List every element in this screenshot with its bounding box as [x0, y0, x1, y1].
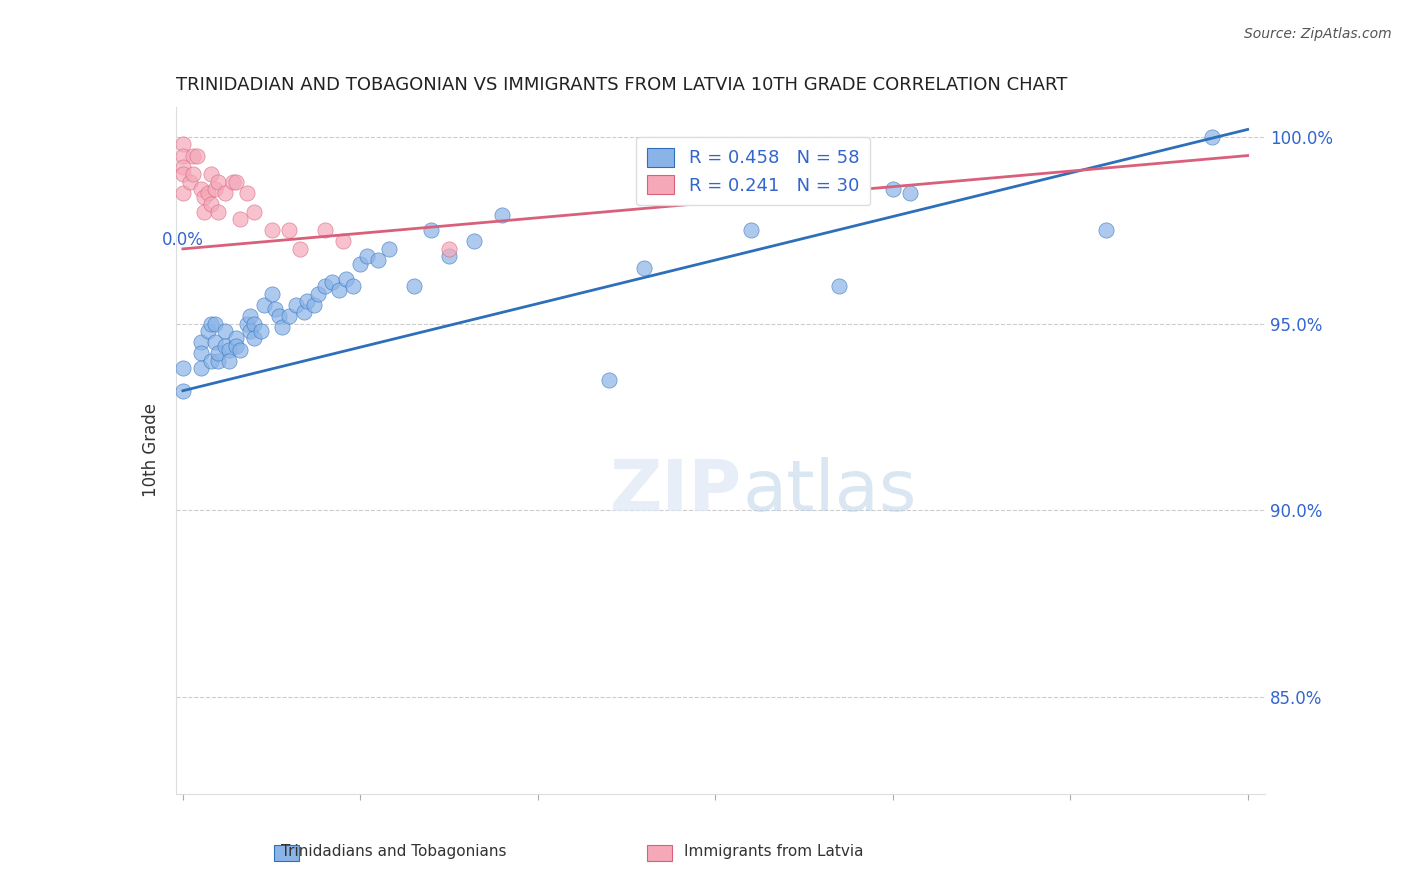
Point [740, 223, 762, 237]
Point [190, 346, 212, 360]
Point [278, 223, 301, 237]
Point [214, 339, 236, 353]
Point [207, 346, 229, 360]
Point [186, 148, 208, 162]
Point [200, 167, 222, 181]
Point [463, 235, 485, 249]
Point [328, 283, 350, 297]
Point [172, 361, 194, 376]
Point [314, 279, 336, 293]
Point [264, 301, 287, 316]
Point [491, 208, 513, 222]
Point [225, 175, 247, 189]
Point [235, 317, 257, 331]
Point [250, 324, 273, 338]
Point [218, 343, 240, 357]
Point [239, 324, 262, 338]
Point [314, 223, 336, 237]
Point [239, 309, 262, 323]
Point [214, 324, 236, 338]
Point [243, 317, 266, 331]
Point [437, 242, 460, 256]
Point [200, 354, 222, 368]
Point [253, 298, 276, 312]
Point [228, 212, 250, 227]
Point [228, 343, 250, 357]
Y-axis label: 10th Grade: 10th Grade [142, 403, 160, 498]
Point [235, 186, 257, 200]
Point [302, 298, 325, 312]
Point [367, 253, 389, 268]
Point [335, 272, 357, 286]
Point [225, 339, 247, 353]
Point [204, 182, 226, 196]
Point [190, 361, 212, 376]
Point [437, 249, 460, 263]
Point [828, 279, 851, 293]
Point [193, 189, 215, 203]
Point [207, 354, 229, 368]
Point [183, 148, 205, 162]
Point [197, 186, 219, 200]
Point [260, 286, 283, 301]
Point [225, 331, 247, 345]
Text: Trinidadians and Tobagonians: Trinidadians and Tobagonians [281, 845, 506, 859]
Text: Immigrants from Latvia: Immigrants from Latvia [683, 845, 863, 859]
Point [307, 286, 329, 301]
Point [420, 223, 443, 237]
Point [172, 160, 194, 174]
Point [221, 175, 243, 189]
Point [278, 309, 301, 323]
Point [288, 242, 311, 256]
Point [190, 182, 212, 196]
Point [271, 320, 294, 334]
Point [260, 223, 283, 237]
Point [882, 182, 904, 196]
Point [349, 257, 371, 271]
Point [172, 167, 194, 181]
Point [207, 175, 229, 189]
Point [197, 324, 219, 338]
Point [633, 260, 655, 275]
Point [900, 186, 922, 200]
Text: Source: ZipAtlas.com: Source: ZipAtlas.com [1244, 27, 1392, 41]
Point [214, 186, 236, 200]
Point [200, 317, 222, 331]
Point [292, 305, 315, 319]
Text: atlas: atlas [742, 458, 917, 526]
Point [1201, 129, 1223, 144]
Text: 0.0%: 0.0% [162, 231, 204, 250]
Point [356, 249, 378, 263]
Point [243, 204, 266, 219]
Point [218, 354, 240, 368]
Text: ZIP: ZIP [610, 458, 742, 526]
Point [207, 204, 229, 219]
Point [342, 279, 364, 293]
Point [172, 137, 194, 152]
Point [1094, 223, 1116, 237]
Point [243, 331, 266, 345]
Point [193, 204, 215, 219]
Point [204, 335, 226, 350]
Point [402, 279, 425, 293]
Point [285, 298, 308, 312]
Legend: R = 0.458   N = 58, R = 0.241   N = 30: R = 0.458 N = 58, R = 0.241 N = 30 [637, 136, 870, 205]
Point [332, 235, 354, 249]
Point [190, 335, 212, 350]
Point [377, 242, 399, 256]
Point [321, 276, 343, 290]
Point [200, 197, 222, 211]
Point [295, 294, 318, 309]
Point [179, 175, 201, 189]
Point [267, 309, 290, 323]
Point [183, 167, 205, 181]
Point [172, 186, 194, 200]
Point [204, 317, 226, 331]
Point [172, 148, 194, 162]
Text: TRINIDADIAN AND TOBAGONIAN VS IMMIGRANTS FROM LATVIA 10TH GRADE CORRELATION CHAR: TRINIDADIAN AND TOBAGONIAN VS IMMIGRANTS… [176, 77, 1067, 95]
Point [172, 384, 194, 398]
Point [598, 372, 620, 386]
